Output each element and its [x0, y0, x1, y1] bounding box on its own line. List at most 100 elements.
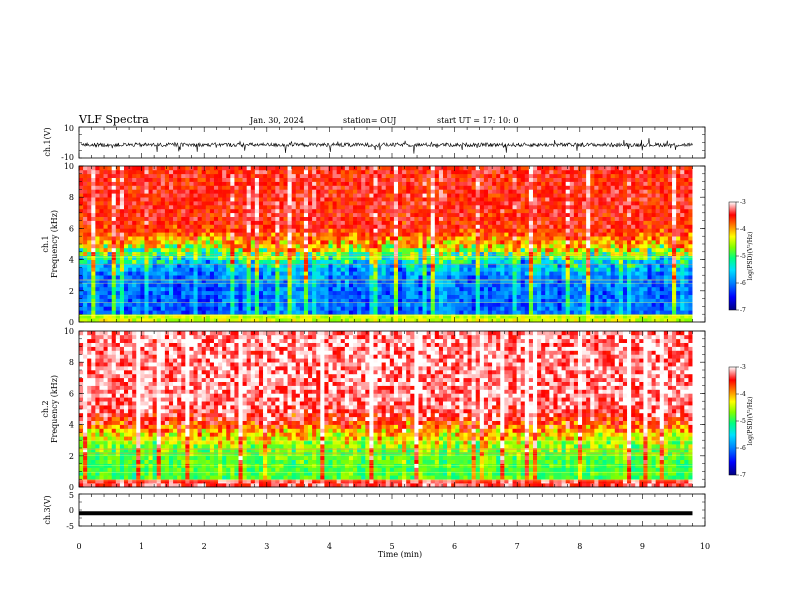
spectrogram-cell: [471, 306, 477, 311]
spectrogram-cell: [655, 232, 661, 237]
spectrogram-cell: [467, 259, 472, 264]
spectrogram-cell: [324, 259, 329, 264]
spectrogram-cell: [598, 314, 603, 319]
spectrogram-cell: [373, 220, 378, 225]
spectrogram-cell: [451, 197, 456, 202]
spectrogram-cell: [573, 236, 579, 241]
spectrogram-cell: [218, 244, 223, 249]
spectrogram-cell: [549, 216, 554, 221]
spectrogram-cell: [312, 201, 317, 206]
spectrogram-cell: [389, 236, 395, 241]
spectrogram-cell: [254, 318, 260, 323]
spectrogram-cell: [205, 271, 211, 276]
spectrogram-cell: [189, 294, 194, 299]
spectrogram-cell: [140, 193, 145, 198]
spectrogram-cell: [451, 275, 456, 280]
spectrogram-cell: [496, 310, 501, 315]
spectrogram-cell: [271, 224, 276, 229]
spectrogram-cell: [209, 197, 215, 202]
spectrogram-cell: [443, 306, 448, 311]
spectrogram-cell: [213, 232, 219, 237]
spectrogram-cell: [156, 318, 162, 323]
spectrogram-cell: [451, 283, 456, 288]
spectrogram-cell: [353, 279, 358, 284]
spectrogram-cell: [647, 220, 652, 225]
spectrogram-cell: [414, 271, 419, 276]
spectrogram-cell: [79, 306, 84, 311]
spectrogram-cell: [320, 259, 325, 264]
spectrogram-cell: [577, 224, 583, 229]
spectrogram-cell: [516, 306, 522, 311]
spectrogram-cell: [312, 267, 317, 272]
spectrogram-cell: [627, 286, 632, 292]
spectrogram-cell: [561, 240, 566, 245]
spectrogram-cell: [663, 294, 669, 299]
spectrogram-cell: [520, 298, 526, 303]
spectrogram-cell: [492, 228, 497, 233]
spectrogram-cell: [549, 251, 554, 256]
spectrogram-cell: [254, 228, 260, 233]
spectrogram-cell: [627, 197, 632, 202]
spectrogram-cell: [164, 205, 170, 210]
spectrogram-cell: [160, 255, 166, 260]
spectrogram-cell: [357, 314, 362, 319]
spectrogram-cell: [267, 205, 272, 210]
spectrogram-cell: [426, 263, 432, 268]
spectrogram-cell: [447, 263, 452, 268]
spectrogram-cell: [496, 240, 501, 245]
spectrogram-cell: [181, 197, 186, 202]
spectrogram-cell: [496, 279, 501, 284]
spectrogram-cell: [205, 314, 211, 319]
spectrogram-cell: [406, 286, 411, 292]
spectrogram-cell: [475, 290, 481, 295]
spectrogram-cell: [271, 302, 276, 307]
spectrogram-cell: [119, 279, 125, 284]
spectrogram-cell: [455, 220, 460, 225]
spectrogram-cell: [463, 302, 468, 307]
spectrogram-cell: [336, 294, 342, 299]
spectrogram-cell: [119, 271, 125, 276]
spectrogram-cell: [267, 251, 272, 256]
spectrogram-cell: [410, 318, 415, 323]
spectrogram-cell: [258, 283, 264, 288]
spectrogram-cell: [557, 286, 562, 292]
spectrogram-cell: [303, 228, 309, 233]
spectrogram-cell: [443, 283, 448, 288]
spectrogram-cell: [144, 267, 149, 272]
spectrogram-cell: [577, 283, 583, 288]
spectrogram-cell: [663, 228, 669, 233]
spectrogram-cell: [459, 216, 464, 221]
spectrogram-cell: [267, 232, 272, 237]
spectrogram-cell: [177, 294, 182, 299]
spectrogram-cell: [635, 283, 640, 288]
spectrogram-cell: [87, 318, 92, 323]
spectrogram-cell: [614, 208, 620, 214]
spectrogram-cell: [238, 267, 243, 272]
spectrogram-cell: [393, 259, 399, 264]
spectrogram-cell: [643, 201, 648, 206]
spectrogram-cell: [504, 283, 509, 288]
spectrogram-cell: [639, 302, 644, 307]
spectrogram-cell: [586, 318, 591, 323]
spectrogram-cell: [324, 275, 329, 280]
spectrogram-cell: [434, 275, 440, 280]
spectrogram-cell: [508, 294, 513, 299]
spectrogram-cell: [393, 286, 399, 292]
spectrogram-cell: [524, 228, 530, 233]
spectrogram-cell: [451, 306, 456, 311]
spectrogram-cell: [344, 220, 350, 225]
spectrogram-cell: [549, 244, 554, 249]
spectrogram-cell: [218, 212, 223, 217]
spectrogram-cell: [447, 314, 452, 319]
spectrogram-cell: [316, 271, 321, 276]
spectrogram-cell: [402, 224, 407, 229]
spectrogram-cell: [83, 240, 88, 245]
spectrogram-cell: [209, 201, 215, 206]
spectrogram-cell: [258, 286, 264, 292]
spectrogram-cell: [197, 279, 202, 284]
spectrogram-cell: [328, 314, 333, 319]
spectrogram-cell: [308, 232, 313, 237]
spectrogram-cell: [487, 236, 493, 241]
spectrogram-cell: [271, 201, 276, 206]
spectrogram-cell: [222, 275, 227, 280]
